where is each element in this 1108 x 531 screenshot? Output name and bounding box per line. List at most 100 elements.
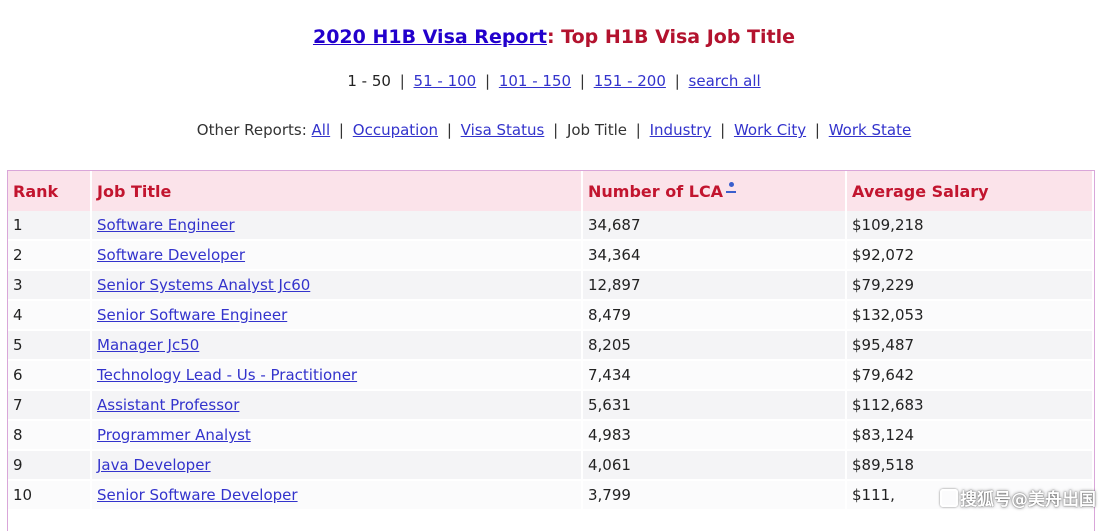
pager-link-151-200[interactable]: 151 - 200 — [593, 72, 666, 90]
lca-cell: 4,983 — [583, 421, 847, 451]
rank-column-header[interactable]: Rank — [8, 171, 92, 211]
pager-separator: | — [399, 72, 405, 90]
rank-cell: 1 — [8, 211, 92, 241]
job-title-cell: Assistant Professor — [92, 391, 583, 421]
salary-cell: $89,518 — [847, 451, 1094, 481]
pager-current: 1 - 50 — [347, 72, 391, 90]
job-title-cell: Senior Software Engineer — [92, 301, 583, 331]
rank-cell: 5 — [8, 331, 92, 361]
pager-separator: | — [579, 72, 585, 90]
report-link-occupation[interactable]: Occupation — [352, 121, 439, 139]
job-title-cell: Technology Lead - Us - Practitioner — [92, 361, 583, 391]
other-reports-label: Other Reports: — [196, 121, 307, 139]
lca-cell: 5,631 — [583, 391, 847, 421]
job-title-link[interactable]: Senior Software Developer — [97, 486, 298, 504]
report-link-all[interactable]: All — [311, 121, 331, 139]
lca-header-label: Number of LCA — [588, 181, 724, 201]
job-title-link[interactable]: Programmer Analyst — [97, 426, 251, 444]
lca-cell: 34,364 — [583, 241, 847, 271]
job-title-link[interactable]: Senior Systems Analyst Jc60 — [97, 276, 311, 294]
table-row: 2 Software Developer 34,364 $92,072 — [8, 241, 1094, 271]
report-link-industry[interactable]: Industry — [649, 121, 712, 139]
job-title-link[interactable]: Technology Lead - Us - Practitioner — [97, 366, 358, 384]
job-title-link[interactable]: Software Engineer — [97, 216, 235, 234]
job-title-cell: Senior Systems Analyst Jc60 — [92, 271, 583, 301]
rank-cell: 4 — [8, 301, 92, 331]
lca-cell: 4,061 — [583, 451, 847, 481]
table-row: 8 Programmer Analyst 4,983 $83,124 — [8, 421, 1094, 451]
job-title-link[interactable]: Manager Jc50 — [97, 336, 200, 354]
report-link-work-city[interactable]: Work City — [733, 121, 807, 139]
rank-cell: 2 — [8, 241, 92, 271]
job-title-link[interactable]: Assistant Professor — [97, 396, 240, 414]
job-title-cell: Java Developer — [92, 451, 583, 481]
pagination: 1 - 50 | 51 - 100 | 101 - 150 | 151 - 20… — [0, 72, 1108, 90]
salary-cell: $79,229 — [847, 271, 1094, 301]
watermark: 搜狐号@美舟出国 — [940, 485, 1096, 510]
table-row: 10 Senior Software Developer 3,799 $111, — [8, 481, 1094, 511]
report-title-link[interactable]: 2020 H1B Visa Report — [312, 26, 547, 48]
lca-cell: 8,205 — [583, 331, 847, 361]
rank-cell: 6 — [8, 361, 92, 391]
reports-separator: | — [338, 121, 344, 139]
salary-cell: $92,072 — [847, 241, 1094, 271]
other-reports-nav: Other Reports: All | Occupation | Visa S… — [0, 121, 1108, 139]
watermark-text: 搜狐号@美舟出国 — [960, 490, 1096, 510]
table-row: 9 Java Developer 4,061 $89,518 — [8, 451, 1094, 481]
salary-cell: $95,487 — [847, 331, 1094, 361]
reports-separator: | — [446, 121, 452, 139]
report-subtitle: Top H1B Visa Job Title — [554, 26, 796, 48]
pager-separator: | — [485, 72, 491, 90]
lca-cell: 12,897 — [583, 271, 847, 301]
reports-separator: | — [720, 121, 726, 139]
lca-cell: 8,479 — [583, 301, 847, 331]
reports-separator: | — [635, 121, 641, 139]
table-header-row: Rank Job Title Number of LCA Average Sal… — [8, 171, 1094, 211]
report-link-visa-status[interactable]: Visa Status — [460, 121, 545, 139]
report-current-job-title: Job Title — [566, 121, 627, 139]
table-row: 5 Manager Jc50 8,205 $95,487 — [8, 331, 1094, 361]
table-row: 1 Software Engineer 34,687 $109,218 — [8, 211, 1094, 241]
pager-separator: | — [674, 72, 680, 90]
job-title-link[interactable]: Java Developer — [97, 456, 211, 474]
job-title-cell: Software Developer — [92, 241, 583, 271]
salary-column-header[interactable]: Average Salary — [847, 171, 1094, 211]
sohu-logo-icon — [940, 489, 958, 507]
job-title-cell: Manager Jc50 — [92, 331, 583, 361]
lca-cell: 34,687 — [583, 211, 847, 241]
rank-cell: 10 — [8, 481, 92, 511]
salary-cell: $79,642 — [847, 361, 1094, 391]
table-row: 6 Technology Lead - Us - Practitioner 7,… — [8, 361, 1094, 391]
lca-column-header[interactable]: Number of LCA — [583, 171, 847, 211]
rank-cell: 3 — [8, 271, 92, 301]
pager-link-101-150[interactable]: 101 - 150 — [498, 72, 572, 90]
salary-cell: $132,053 — [847, 301, 1094, 331]
reports-separator: | — [814, 121, 820, 139]
report-link-work-state[interactable]: Work State — [828, 121, 912, 139]
salary-cell: $83,124 — [847, 421, 1094, 451]
page-title: 2020 H1B Visa Report: Top H1B Visa Job T… — [0, 26, 1108, 48]
rank-cell: 7 — [8, 391, 92, 421]
pager-link-51-100[interactable]: 51 - 100 — [413, 72, 477, 90]
reports-separator: | — [553, 121, 559, 139]
job-title-cell: Programmer Analyst — [92, 421, 583, 451]
title-colon: : — [546, 26, 555, 48]
table-row: 7 Assistant Professor 5,631 $112,683 — [8, 391, 1094, 421]
lca-cell: 3,799 — [583, 481, 847, 511]
job-title-link[interactable]: Software Developer — [97, 246, 246, 264]
table-row: 4 Senior Software Engineer 8,479 $132,05… — [8, 301, 1094, 331]
job-title-link[interactable]: Senior Software Engineer — [97, 306, 288, 324]
salary-cell: $109,218 — [847, 211, 1094, 241]
lca-cell: 7,434 — [583, 361, 847, 391]
job-title-cell: Software Engineer — [92, 211, 583, 241]
job-title-cell: Senior Software Developer — [92, 481, 583, 511]
pager-link-search-all[interactable]: search all — [688, 72, 761, 90]
table-row: 3 Senior Systems Analyst Jc60 12,897 $79… — [8, 271, 1094, 301]
salary-cell: $112,683 — [847, 391, 1094, 421]
rank-cell: 8 — [8, 421, 92, 451]
job-title-table: Rank Job Title Number of LCA Average Sal… — [7, 170, 1095, 531]
sort-indicator-icon[interactable] — [726, 181, 737, 196]
rank-cell: 9 — [8, 451, 92, 481]
job-title-column-header[interactable]: Job Title — [92, 171, 583, 211]
salary-cell: $111, — [847, 481, 1094, 511]
